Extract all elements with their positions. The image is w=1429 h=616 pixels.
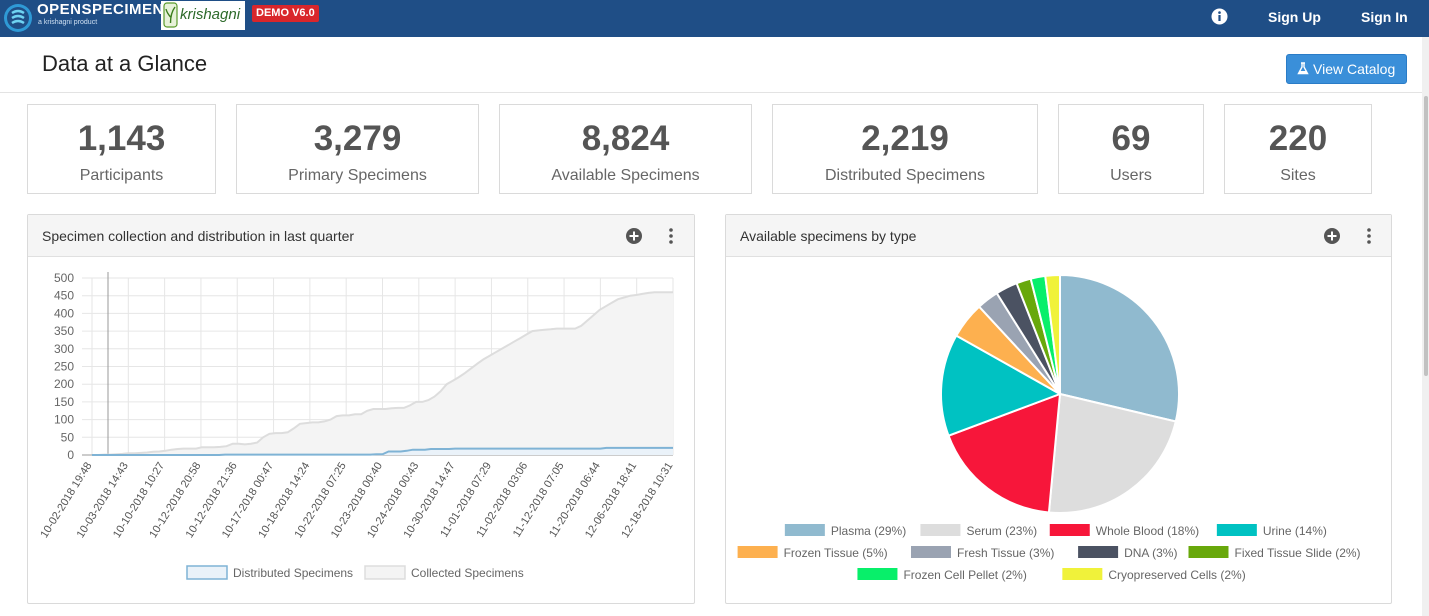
- legend-swatch: [364, 565, 406, 580]
- stat-value: 8,824: [581, 119, 670, 158]
- series-area: [92, 447, 673, 455]
- legend-swatch: [784, 524, 825, 536]
- stat-card-available-specimens[interactable]: 8,824 Available Specimens: [499, 104, 752, 194]
- y-tick-label: 500: [54, 271, 74, 285]
- sign-in-link[interactable]: Sign In: [1361, 9, 1408, 25]
- pie-slice: [1047, 392, 1177, 514]
- legend-swatch: [1188, 546, 1229, 558]
- legend-swatch: [1078, 546, 1119, 558]
- series-line: [92, 446, 673, 456]
- openspecimen-logo-icon[interactable]: [3, 3, 33, 33]
- legend-label: Distributed Specimens: [233, 566, 353, 580]
- pie-slice: [939, 334, 1063, 437]
- plus-circle-icon[interactable]: [625, 227, 643, 245]
- partner-name: krishagni: [180, 6, 241, 23]
- legend-swatch: [737, 546, 778, 558]
- stat-card-primary-specimens[interactable]: 3,279 Primary Specimens: [236, 104, 479, 194]
- series-line: [92, 291, 673, 456]
- legend-label: Collected Specimens: [411, 566, 524, 580]
- plus-circle-icon[interactable]: [1323, 227, 1341, 245]
- stat-card-distributed-specimens[interactable]: 2,219 Distributed Specimens: [772, 104, 1038, 194]
- series-area: [92, 292, 673, 455]
- vertical-dots-icon[interactable]: [1360, 227, 1378, 245]
- pie-slice: [1044, 273, 1061, 395]
- stat-label: Users: [1110, 167, 1152, 184]
- y-tick-label: 0: [67, 448, 74, 462]
- y-tick-label: 250: [54, 360, 74, 374]
- line-chart: 05010015020025030035040045050010-02-2018…: [38, 271, 675, 580]
- panel-header: Available specimens by type: [726, 215, 1391, 257]
- legend-label: Plasma (29%): [831, 524, 906, 538]
- y-tick-label: 300: [54, 342, 74, 356]
- stat-card-sites[interactable]: 220 Sites: [1224, 104, 1372, 194]
- legend-label: DNA (3%): [1124, 546, 1177, 560]
- stat-value: 220: [1268, 119, 1328, 158]
- y-tick-label: 450: [54, 289, 74, 303]
- brand-tagline: a krishagni product: [38, 19, 98, 26]
- y-tick-label: 100: [54, 413, 74, 427]
- legend-label: Fresh Tissue (3%): [957, 546, 1054, 560]
- legend-swatch: [1049, 524, 1090, 536]
- stat-card-participants[interactable]: 1,143 Participants: [27, 104, 216, 194]
- stat-value: 2,219: [861, 119, 949, 158]
- view-catalog-button[interactable]: View Catalog: [1286, 54, 1407, 84]
- legend-label: Serum (23%): [966, 524, 1037, 538]
- vertical-dots-icon[interactable]: [662, 227, 680, 245]
- legend-label: Whole Blood (18%): [1096, 524, 1199, 538]
- page-header: Data at a Glance View Catalog: [0, 37, 1422, 93]
- specimens-by-type-panel: Available specimens by type Plasma (29%)…: [725, 214, 1392, 604]
- krishagni-leaf-icon: krishagni: [163, 2, 241, 28]
- pie-chart: Plasma (29%) Serum (23%) Whole Blood (18%)…: [737, 273, 1361, 582]
- stat-label: Available Specimens: [551, 167, 700, 184]
- legend-label: Fixed Tissue Slide (2%): [1235, 546, 1361, 560]
- y-tick-label: 350: [54, 324, 74, 338]
- info-icon[interactable]: [1211, 8, 1228, 25]
- collection-distribution-panel: Specimen collection and distribution in …: [27, 214, 695, 604]
- y-tick-label: 200: [54, 377, 74, 391]
- top-navbar: OPENSPECIMEN a krishagni product krishag…: [0, 0, 1429, 37]
- legend-label: Urine (14%): [1263, 524, 1327, 538]
- stat-value: 69: [1111, 119, 1151, 158]
- panel-title: Specimen collection and distribution in …: [42, 228, 355, 244]
- brand-name[interactable]: OPENSPECIMEN: [37, 1, 164, 18]
- y-tick-label: 50: [61, 430, 75, 444]
- stat-card-users[interactable]: 69 Users: [1058, 104, 1204, 194]
- legend-swatch: [1216, 524, 1257, 536]
- stat-label: Participants: [79, 167, 164, 184]
- page-title: Data at a Glance: [42, 51, 208, 76]
- legend-swatch: [911, 546, 951, 558]
- pie-slice: [1059, 273, 1180, 423]
- legend-swatch: [920, 524, 961, 536]
- legend-label: Frozen Tissue (5%): [784, 546, 888, 560]
- y-tick-label: 150: [54, 395, 74, 409]
- panel-header: Specimen collection and distribution in …: [28, 215, 694, 257]
- legend-swatch: [1062, 568, 1103, 580]
- stat-value: 1,143: [77, 119, 166, 158]
- sign-up-link[interactable]: Sign Up: [1268, 9, 1321, 25]
- legend-swatch: [186, 565, 228, 580]
- demo-version-badge: DEMO V6.0: [252, 5, 319, 22]
- legend-swatch: [857, 568, 898, 580]
- stat-label: Distributed Specimens: [824, 167, 986, 184]
- pie-slice: [947, 392, 1062, 514]
- y-tick-label: 400: [54, 306, 74, 320]
- stat-label: Primary Specimens: [288, 167, 427, 184]
- scrollbar-thumb[interactable]: [1424, 96, 1428, 376]
- krishagni-logo: krishagni: [161, 1, 245, 30]
- panel-title: Available specimens by type: [740, 228, 917, 244]
- legend-label: Cryopreserved Cells (2%): [1108, 568, 1245, 582]
- view-catalog-label: View Catalog: [1313, 61, 1396, 77]
- stat-value: 3,279: [313, 119, 402, 158]
- stat-label: Sites: [1280, 167, 1316, 184]
- flask-icon: [1297, 62, 1309, 75]
- legend-label: Frozen Cell Pellet (2%): [903, 568, 1026, 582]
